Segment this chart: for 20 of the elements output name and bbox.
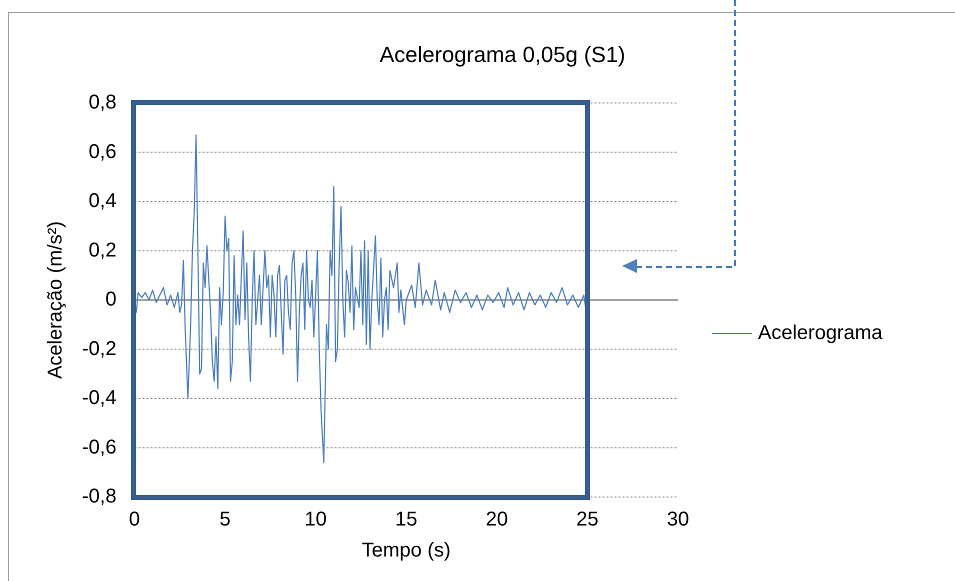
y-tick-label: 0,4 [88, 190, 116, 212]
y-tick-label: -0,4 [82, 387, 116, 410]
y-tick-label: 0,2 [88, 239, 116, 262]
y-tick-label: -0,2 [82, 338, 116, 360]
y-tick-label: -0,6 [82, 436, 116, 458]
y-tick-label: -0,8 [82, 486, 116, 508]
y-axis-title: Aceleração (m/s²) [44, 221, 67, 379]
x-tick-label: 10 [304, 508, 327, 531]
y-tick-label: 0,6 [88, 140, 116, 163]
x-tick-label: 0 [128, 508, 140, 531]
y-tick-label: 0 [105, 288, 116, 311]
chart-title: Acelerograma 0,05g (S1) [378, 42, 626, 68]
x-tick-label: 25 [576, 508, 599, 531]
y-tick-label: 0,8 [88, 92, 116, 114]
x-tick-label: 15 [395, 508, 418, 531]
x-tick-label: 5 [219, 508, 231, 531]
legend-label: Acelerograma [758, 322, 883, 345]
x-tick-label: 30 [666, 508, 690, 531]
x-tick-label: 20 [486, 508, 508, 531]
x-axis-title: Tempo (s) [362, 540, 451, 562]
